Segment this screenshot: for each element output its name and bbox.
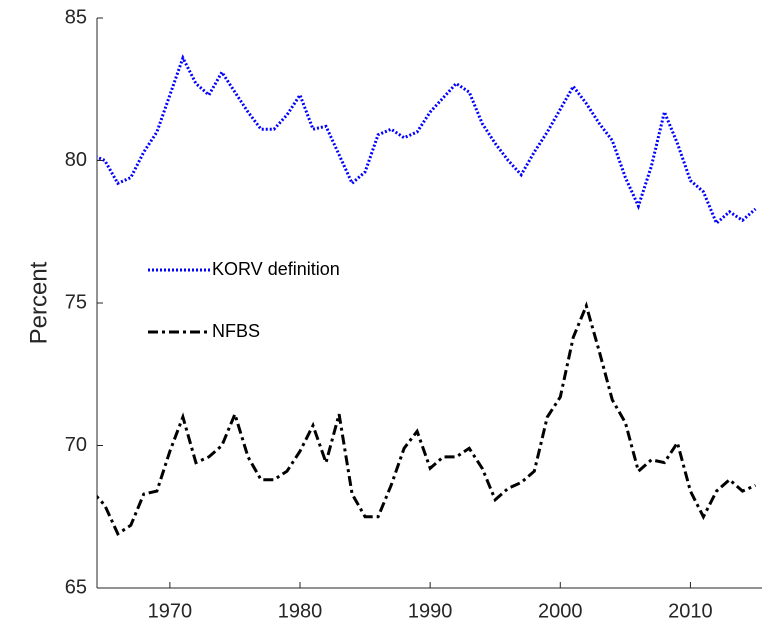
x-tick-label: 2010 [668, 600, 713, 622]
legend-label: NFBS [212, 321, 260, 341]
line-series [97, 54, 757, 226]
line-series [97, 301, 757, 537]
y-axis-label: Percent [25, 261, 52, 344]
x-tick-label: 1970 [148, 600, 193, 622]
x-tick-label: 1980 [278, 600, 323, 622]
y-tick-label: 65 [65, 576, 87, 598]
y-tick-label: 80 [65, 149, 87, 171]
y-tick-label: 75 [65, 291, 87, 313]
x-tick-label: 1990 [408, 600, 453, 622]
legend-label: KORV definition [212, 259, 340, 279]
y-tick-label: 85 [65, 6, 87, 28]
x-tick-label: 2000 [538, 600, 583, 622]
y-tick-label: 70 [65, 434, 87, 456]
